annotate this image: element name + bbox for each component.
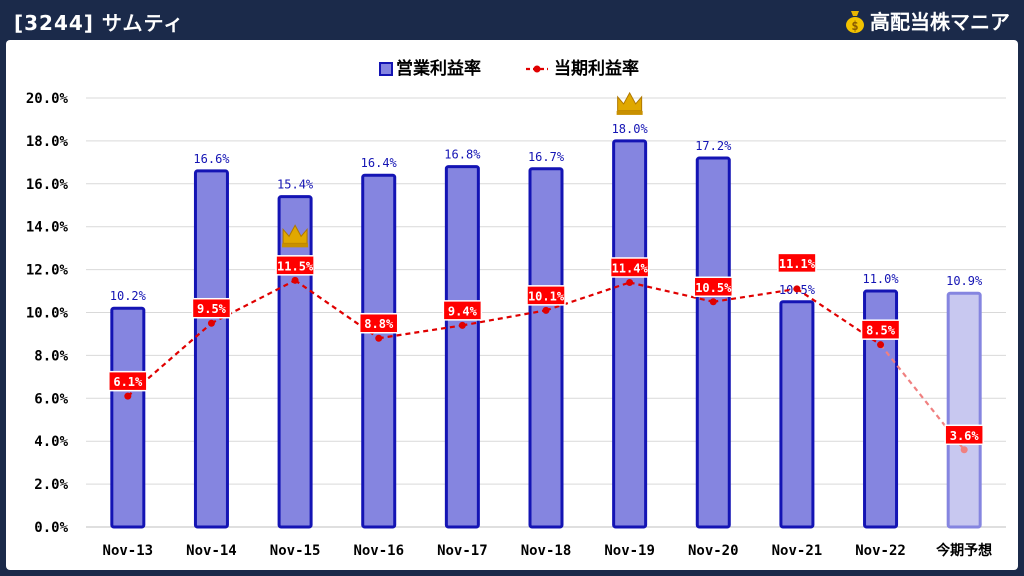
y-tick-label: 12.0% [26, 263, 69, 279]
legend-swatch-bar [379, 62, 393, 76]
line-point [626, 278, 634, 286]
bar-data-label: 16.4% [361, 156, 398, 170]
line-point [793, 285, 801, 293]
bar [193, 169, 229, 529]
y-tick-label: 20.0% [26, 91, 69, 107]
x-tick-label: 今期予想 [935, 542, 992, 559]
line-data-label-box [191, 297, 232, 319]
x-tick-label: Nov-17 [437, 543, 488, 559]
line-data-label: 3.6% [950, 429, 980, 443]
crown-icon [282, 224, 309, 248]
line-data-label-box [442, 300, 483, 321]
y-tick-label: 6.0% [34, 391, 68, 407]
line-data-label: 11.1% [779, 257, 816, 271]
bar [528, 167, 564, 529]
bar [779, 300, 815, 529]
line-point [458, 321, 466, 329]
y-tick-label: 16.0% [26, 177, 69, 193]
bar-data-label: 11.0% [862, 272, 899, 286]
crown-body [617, 91, 643, 112]
crown-icon [616, 91, 643, 115]
bar-data-label: 15.4% [277, 178, 314, 192]
chart-title: [3244] サムティ [14, 11, 185, 35]
brand-name: 高配当株マニア [870, 10, 1010, 34]
y-tick-label: 18.0% [26, 134, 69, 150]
line-point [877, 341, 885, 349]
header-bar: [3244] サムティ $ 高配当株マニア [0, 0, 1024, 40]
x-tick-label: Nov-18 [521, 543, 572, 559]
line-point [542, 306, 550, 314]
line-data-label-box [358, 312, 399, 334]
y-tick-label: 2.0% [34, 477, 68, 493]
line-point [709, 298, 717, 306]
bar [444, 165, 480, 529]
line-segment [210, 279, 296, 325]
line-segment [545, 281, 630, 312]
y-tick-label: 8.0% [34, 348, 68, 364]
y-tick-label: 0.0% [34, 520, 68, 536]
line-data-label-box [777, 252, 817, 274]
crown-base [616, 110, 643, 115]
line-data-label-box [944, 424, 984, 446]
x-tick-label: Nov-21 [772, 543, 823, 559]
bar [110, 306, 146, 529]
brand-logo: $ 高配当株マニア [844, 6, 1010, 35]
x-tick-label: Nov-19 [604, 543, 655, 559]
line-data-label-box [609, 257, 650, 278]
legend-label: 営業利益率 [396, 58, 481, 79]
bar-data-label: 16.7% [528, 150, 565, 164]
line-data-label-box [693, 276, 734, 298]
line-data-label: 10.5% [695, 281, 732, 295]
y-tick-label: 14.0% [26, 220, 69, 236]
line-data-label-box [275, 255, 315, 276]
bar-data-label: 16.8% [444, 148, 481, 162]
crown-body [282, 224, 308, 244]
x-tick-label: Nov-16 [353, 543, 404, 559]
line-data-label: 11.5% [277, 259, 314, 273]
bar [277, 195, 313, 529]
bar-data-label: 10.9% [946, 274, 983, 288]
crown-base [282, 243, 309, 248]
bar-data-label: 18.0% [612, 122, 649, 136]
bar [612, 139, 648, 529]
line-point [375, 334, 383, 342]
legend: 営業利益率 当期利益率 [379, 58, 639, 79]
x-tick-label: Nov-22 [855, 543, 906, 559]
bar [946, 291, 982, 529]
bar [695, 156, 731, 529]
bar-data-label: 17.2% [695, 139, 732, 153]
bar-data-label: 16.6% [193, 152, 230, 166]
line-data-label-box [526, 285, 566, 306]
line-data-label: 8.8% [364, 317, 394, 331]
combo-chart: 0.0% 2.0% 4.0% 6.0% 8.0% 10.0% 12.0% 14.0% 16.0%… [26, 58, 1006, 559]
line-data-label: 10.1% [528, 289, 565, 303]
line-data-label: 8.5% [866, 324, 896, 338]
x-tick-label: Nov-13 [103, 543, 154, 559]
y-tick-label: 10.0% [26, 306, 69, 322]
legend-label: 当期利益率 [554, 58, 639, 79]
x-tick-label: Nov-20 [688, 543, 739, 559]
line-data-label: 9.4% [448, 304, 478, 318]
line-data-label: 9.5% [197, 302, 227, 316]
line-data-label-box [108, 370, 148, 392]
chart-panel: 0.0% 2.0% 4.0% 6.0% 8.0% 10.0% 12.0% 14.0% 16.0%… [6, 40, 1018, 570]
line-data-label: 11.4% [612, 261, 649, 275]
line-data-label-box [860, 319, 901, 340]
money-bag-icon: $ [846, 10, 864, 33]
line-point [960, 446, 968, 454]
line-point [291, 276, 299, 284]
bar [863, 289, 899, 529]
y-tick-label: 4.0% [34, 434, 68, 450]
bar-data-label: 10.2% [110, 289, 147, 303]
line-point [124, 392, 132, 400]
legend-swatch-point [533, 65, 541, 73]
x-tick-label: Nov-14 [186, 543, 237, 559]
line-point [207, 319, 215, 327]
bar [361, 173, 397, 529]
x-tick-label: Nov-15 [270, 543, 321, 559]
svg-text:$: $ [851, 19, 858, 33]
line-data-label: 6.1% [113, 375, 143, 389]
